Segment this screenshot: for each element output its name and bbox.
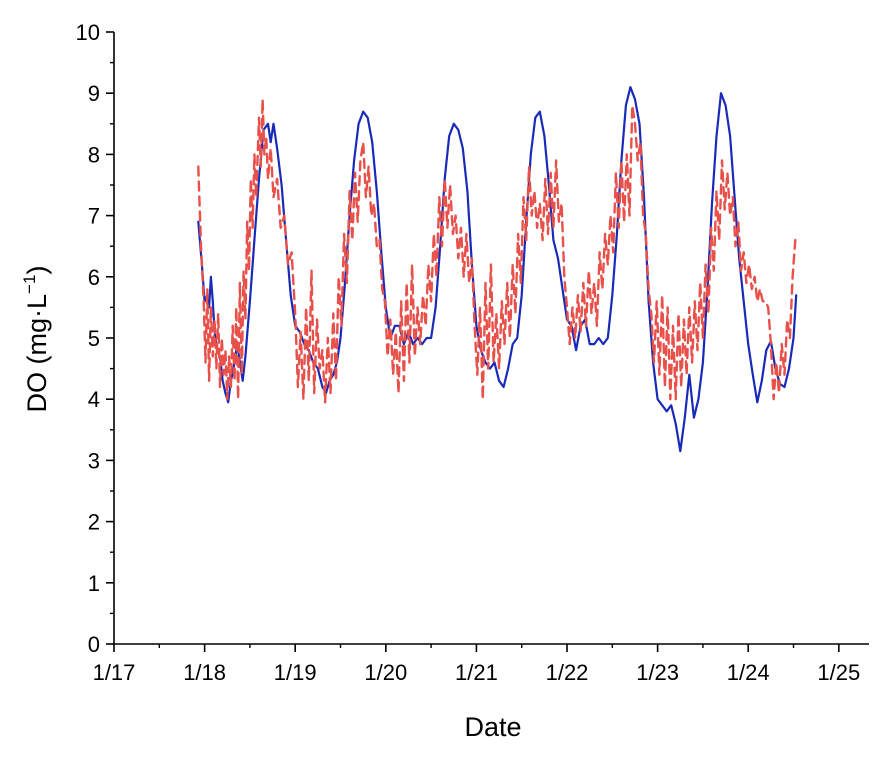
y-tick-label: 1: [88, 571, 100, 596]
y-axis-title-superscript: −1: [20, 275, 39, 294]
series-line-solid: [197, 85, 798, 453]
y-tick-label: 4: [88, 387, 100, 412]
y-tick-label: 8: [88, 142, 100, 167]
y-axis-title-main: DO (mg·L: [22, 294, 52, 413]
x-tick-label: 1/24: [727, 660, 770, 685]
y-tick-label: 6: [88, 265, 100, 290]
axes-layer: 0 1 2 3 4 5 6 7 8 9 10 1/17 1/18 1/19 1/20 1/21 1/22 1/23…: [76, 20, 869, 685]
series-layer: [197, 85, 798, 453]
x-axis-title: Date: [464, 712, 521, 742]
y-tick-label: 3: [88, 448, 100, 473]
x-tick-label: 1/20: [364, 660, 407, 685]
x-tick-label: 1/22: [546, 660, 589, 685]
x-tick-label: 1/25: [817, 660, 860, 685]
y-tick-label: 7: [88, 204, 100, 229]
x-tick-label: 1/21: [455, 660, 498, 685]
x-tick-label: 1/23: [636, 660, 679, 685]
y-tick-label: 0: [88, 632, 100, 657]
y-axis-title-close: ): [22, 266, 52, 275]
series-line-dashed: [197, 98, 797, 404]
x-tick-label: 1/17: [93, 660, 136, 685]
y-tick-label: 9: [88, 81, 100, 106]
x-tick-label: 1/18: [183, 660, 226, 685]
y-axis-title: DO (mg·L−1): [20, 266, 52, 413]
y-tick-label: 2: [88, 510, 100, 535]
labels-layer: Date DO (mg·L−1): [20, 266, 522, 742]
x-tick-label: 1/19: [274, 660, 317, 685]
y-tick-label: 10: [76, 20, 100, 45]
y-tick-label: 5: [88, 326, 100, 351]
